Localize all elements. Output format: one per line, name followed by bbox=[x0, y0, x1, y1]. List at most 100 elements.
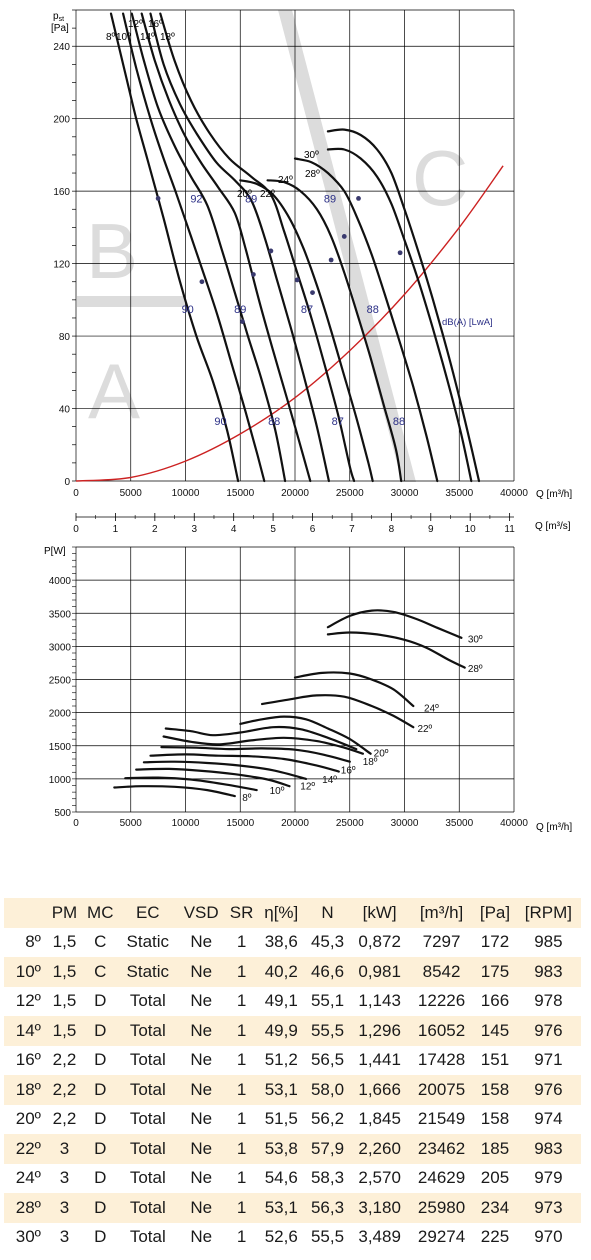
power-y-tick-label: 3500 bbox=[49, 609, 72, 620]
table-cell: 55,5 bbox=[310, 1227, 345, 1247]
table-cell: 1,845 bbox=[358, 1109, 401, 1129]
noise-value-label: 92 bbox=[190, 193, 202, 205]
table-cell: Ne bbox=[190, 1197, 213, 1217]
table-cell: 175 bbox=[480, 961, 510, 981]
blade-angle-cell: 8º bbox=[25, 932, 41, 952]
power-x-tick-label: 35000 bbox=[445, 818, 473, 829]
power-curve bbox=[124, 776, 258, 792]
blade-angle-cell: 10º bbox=[15, 961, 41, 981]
noise-value-label: 87 bbox=[301, 304, 313, 316]
table-cell: 24629 bbox=[417, 1168, 466, 1188]
x-tick-label: 5000 bbox=[120, 488, 143, 499]
table-cell: D bbox=[94, 1138, 107, 1158]
table-cell: 2,2 bbox=[52, 1079, 77, 1099]
table-cell: D bbox=[94, 1227, 107, 1247]
power-angle-label: 8º bbox=[242, 793, 252, 804]
y-tick-label: 0 bbox=[64, 477, 70, 488]
table-cell: 16052 bbox=[417, 1020, 466, 1040]
noise-value-label: 90 bbox=[214, 416, 226, 428]
table-cell: Total bbox=[129, 1197, 166, 1217]
x2-tick-label: 8 bbox=[389, 524, 395, 535]
table-cell: 983 bbox=[534, 961, 563, 981]
operating-point-marker bbox=[268, 248, 274, 254]
pst-axis-title: pst bbox=[53, 11, 64, 23]
angle-label-16: 16º bbox=[148, 19, 163, 30]
table-cell: 38,6 bbox=[264, 932, 298, 952]
operating-point-marker bbox=[199, 279, 205, 285]
power-y-tick-label: 4000 bbox=[49, 576, 72, 587]
header-cell: [RPM] bbox=[524, 902, 573, 922]
power-angle-label: 24º bbox=[424, 703, 439, 714]
table-cell: 25980 bbox=[417, 1197, 466, 1217]
table-cell: 54,6 bbox=[264, 1168, 298, 1188]
table-cell: 0,872 bbox=[358, 932, 401, 952]
pressure-grid bbox=[72, 9, 515, 521]
table-row: 10º 1,5 C Static Ne 1 40,2 46,6 0,981 8542 175 983 bbox=[4, 957, 581, 987]
fan-spec-body: 8º 1,5 C Static Ne 1 38,6 45,3 0,872 7297 172 985 10… bbox=[4, 928, 581, 1253]
header-cell: N bbox=[321, 902, 334, 922]
table-cell: 57,9 bbox=[310, 1138, 345, 1158]
blade-angle-cell: 30º bbox=[15, 1227, 41, 1247]
power-x-tick-label: 30000 bbox=[391, 818, 419, 829]
table-cell: 1 bbox=[236, 1050, 247, 1070]
table-cell: Ne bbox=[190, 1138, 213, 1158]
table-cell: 2,260 bbox=[358, 1138, 401, 1158]
x2-tick-label: 2 bbox=[152, 524, 158, 535]
table-cell: 1 bbox=[236, 961, 247, 981]
header-cell: η[%] bbox=[264, 902, 299, 922]
pressure-curve bbox=[239, 179, 374, 483]
table-cell: 55,1 bbox=[310, 991, 345, 1011]
x-tick-label: 20000 bbox=[281, 488, 309, 499]
table-cell: 52,6 bbox=[264, 1227, 298, 1247]
table-cell: 3 bbox=[59, 1227, 70, 1247]
x-tick-label: 30000 bbox=[391, 488, 419, 499]
x2-tick-label: 7 bbox=[349, 524, 355, 535]
table-cell: 1 bbox=[236, 932, 247, 952]
power-grid bbox=[72, 546, 515, 813]
table-cell: D bbox=[94, 1197, 107, 1217]
y-tick-label: 80 bbox=[59, 332, 71, 343]
operating-point-marker bbox=[341, 234, 347, 239]
table-cell: Total bbox=[129, 991, 166, 1011]
noise-value-label: 89 bbox=[234, 304, 246, 316]
table-cell: 45,3 bbox=[310, 932, 345, 952]
header-cell: SR bbox=[229, 902, 254, 922]
table-cell: Ne bbox=[190, 1020, 213, 1040]
table-cell: D bbox=[94, 1109, 107, 1129]
header-cell: [Pa] bbox=[479, 902, 511, 922]
x2-tick-label: 10 bbox=[465, 524, 477, 535]
blade-angle-labels: 8º 10º 12º 14º 16º 18º 20º 22º 24º 28º 3… bbox=[106, 19, 320, 200]
table-cell: 1,5 bbox=[52, 991, 77, 1011]
x-tick-label: 0 bbox=[73, 488, 79, 499]
power-y-tick-label: 1500 bbox=[49, 742, 72, 753]
angle-label-22: 22º bbox=[260, 189, 275, 200]
power-angle-label: 14º bbox=[322, 775, 337, 786]
power-angle-label: 16º bbox=[341, 766, 356, 777]
system-resistance-curve bbox=[75, 165, 504, 482]
power-y-tick-label: 1000 bbox=[49, 775, 72, 786]
power-tick-labels: 0 5000 10000 15000 20000 25000 30000 35000 40000… bbox=[49, 576, 529, 829]
table-cell: 225 bbox=[480, 1227, 510, 1247]
table-cell: 49,9 bbox=[264, 1020, 298, 1040]
table-cell: 3,180 bbox=[358, 1197, 401, 1217]
pressure-curves bbox=[75, 12, 504, 483]
blade-angle-cell: 14º bbox=[15, 1020, 41, 1040]
table-cell: 205 bbox=[480, 1168, 510, 1188]
power-curves bbox=[113, 609, 466, 798]
q-m3h-axis-title: Q [m³/h] bbox=[536, 489, 572, 500]
table-cell: 53,1 bbox=[264, 1197, 298, 1217]
table-cell: 51,5 bbox=[264, 1109, 298, 1129]
zone-label-c: C bbox=[412, 134, 468, 222]
table-cell: 7297 bbox=[422, 932, 461, 952]
operating-point-marker bbox=[250, 272, 256, 277]
table-cell: Ne bbox=[190, 1227, 213, 1247]
table-cell: D bbox=[94, 991, 107, 1011]
operating-point-marker bbox=[328, 257, 334, 263]
header-cell: EC bbox=[135, 902, 160, 922]
power-y-tick-label: 500 bbox=[54, 808, 71, 819]
x-tick-label: 15000 bbox=[226, 488, 254, 499]
power-curve bbox=[160, 746, 351, 763]
pressure-curve bbox=[122, 12, 266, 483]
noise-unit-label: dB(A) [LwA] bbox=[442, 317, 493, 328]
table-cell: 971 bbox=[534, 1050, 563, 1070]
